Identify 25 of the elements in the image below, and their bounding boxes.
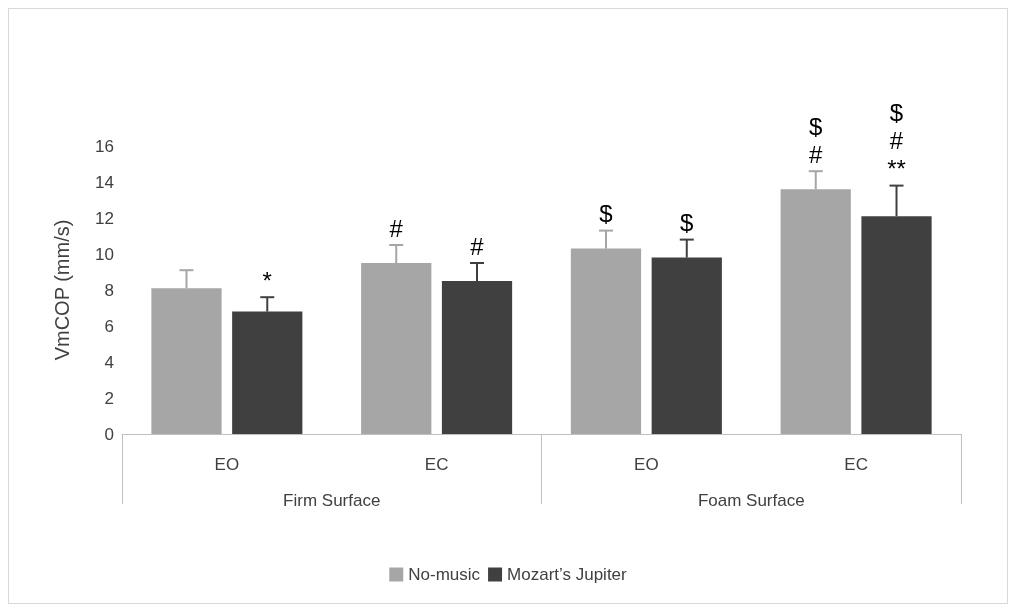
text: Firm Surface (283, 491, 381, 510)
y-tick-label: 0 (104, 424, 114, 444)
data-label: $ (680, 209, 694, 237)
legend-label: No-music (408, 565, 481, 584)
y-tick-label: 16 (95, 136, 114, 156)
y-tick-label: 10 (95, 244, 114, 264)
x-tick-label: EC (844, 455, 868, 474)
data-label: # (389, 214, 404, 242)
data-label: * (262, 266, 272, 294)
data-label: $ # (809, 112, 824, 168)
data-label: $ # ** (887, 99, 906, 183)
y-tick-label: 4 (104, 352, 114, 372)
y-tick-label: 2 (104, 388, 114, 408)
x-tick-label: EO (634, 455, 659, 474)
data-label: # (470, 232, 485, 260)
y-tick-label: 6 (104, 316, 114, 336)
y-axis-title: VmCOP (mm/s) (51, 219, 73, 361)
y-tick-label: 12 (95, 208, 114, 228)
y-tick-label: 8 (104, 280, 114, 300)
legend-label: Mozart’s Jupiter (507, 565, 628, 584)
y-tick-label: 14 (95, 172, 114, 192)
data-label: $ (599, 200, 613, 228)
x-tick-label: EO (214, 455, 240, 474)
text: Foam Surface (697, 491, 805, 510)
x-tick-label: EC (424, 455, 449, 474)
